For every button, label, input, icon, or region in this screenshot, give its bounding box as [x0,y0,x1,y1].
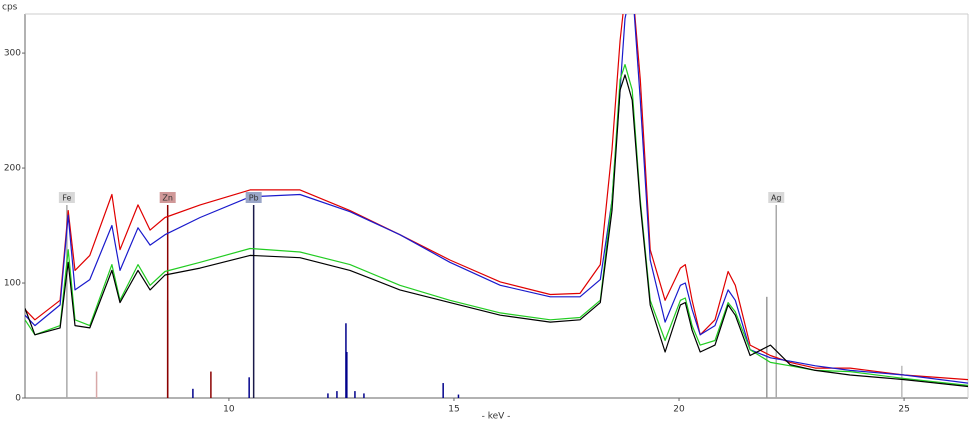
element-label-bg [58,192,75,203]
x-tick-label: 20 [673,405,685,415]
element-label: Zn [162,194,173,203]
spectrum-line [25,14,968,381]
element-label: Fe [62,194,71,203]
spectrum-line [25,14,968,384]
y-tick-label: 200 [4,164,21,174]
x-axis-label: - keV - [482,412,511,422]
element-label-bg [159,192,176,203]
y-tick-label: 0 [15,394,21,404]
x-tick-label: 15 [448,405,459,415]
x-tick-label: 25 [898,405,909,415]
spectrum-line [25,74,968,388]
element-label-bg [245,192,262,203]
spectrum-line [25,63,968,386]
y-tick-label: 100 [4,279,21,289]
y-axis-label: cps [2,3,18,13]
plot-area [25,14,968,398]
element-label-bg [768,192,785,203]
element-label: Ag [771,194,782,203]
y-tick-label: 300 [4,49,21,59]
element-label: Pb [249,194,259,203]
x-tick-label: 10 [223,405,235,415]
